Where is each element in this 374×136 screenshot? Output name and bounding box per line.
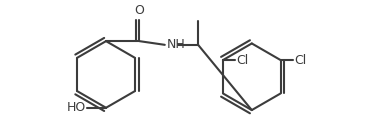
Text: NH: NH — [167, 38, 186, 51]
Text: Cl: Cl — [294, 54, 306, 67]
Text: O: O — [134, 4, 144, 17]
Text: Cl: Cl — [236, 54, 249, 67]
Text: HO: HO — [67, 101, 86, 114]
